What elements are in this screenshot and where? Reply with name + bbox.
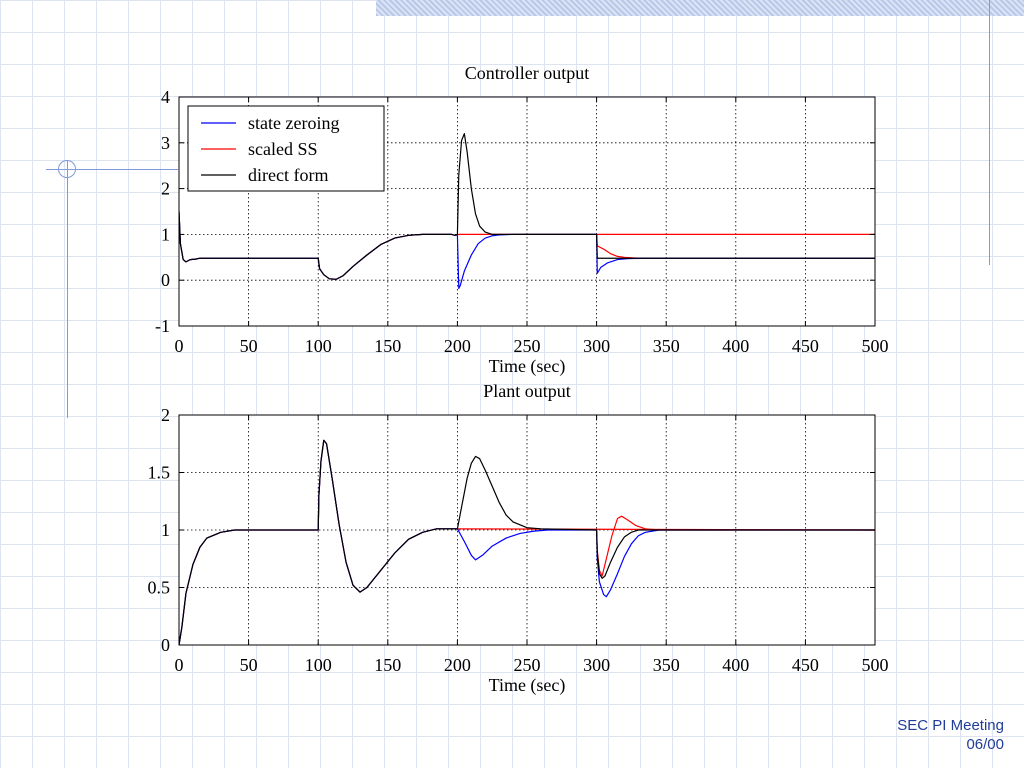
- x-tick-label: 0: [175, 655, 184, 675]
- legend-label: state zeroing: [248, 113, 339, 133]
- x-tick-label: 100: [305, 655, 332, 675]
- legend-label: scaled SS: [248, 139, 318, 159]
- x-tick-label: 500: [862, 336, 889, 356]
- series-group: [179, 133, 875, 290]
- x-tick-label: 350: [653, 655, 680, 675]
- x-tick-label: 450: [792, 655, 819, 675]
- y-tick-label: 1.5: [148, 463, 171, 483]
- x-tick-label: 350: [653, 336, 680, 356]
- top-decorative-band: [376, 0, 1024, 16]
- y-tick-label: 2: [161, 405, 170, 425]
- x-tick-label: 300: [583, 655, 610, 675]
- decor-crosshair-circle: [58, 160, 76, 178]
- x-tick-label: 200: [444, 655, 471, 675]
- x-tick-label: 50: [240, 655, 258, 675]
- x-tick-label: 300: [583, 336, 610, 356]
- x-tick-label: 250: [514, 655, 541, 675]
- x-tick-label: 50: [240, 336, 258, 356]
- x-tick-label: 250: [514, 336, 541, 356]
- y-tick-label: 1: [161, 520, 170, 540]
- x-axis-label: Time (sec): [489, 675, 566, 696]
- y-tick-label: 0: [161, 635, 170, 655]
- x-tick-label: 500: [862, 655, 889, 675]
- x-tick-label: 0: [175, 336, 184, 356]
- x-axis-label: Time (sec): [489, 356, 566, 377]
- x-tick-label: 200: [444, 336, 471, 356]
- series-line-direct-form: [179, 133, 875, 280]
- legend-label: direct form: [248, 165, 328, 185]
- y-tick-label: 2: [161, 179, 170, 199]
- x-tick-label: 400: [722, 336, 749, 356]
- plant-output-chart: 0 50 100 150 200 250 300 350 400 450 500 0 0.5 1 1.5 2 P…: [148, 381, 889, 696]
- footer-meeting-name: SEC PI Meeting: [897, 717, 1004, 734]
- series-line-direct-form: [179, 439, 875, 645]
- y-tick-label: 1: [161, 224, 170, 244]
- y-tick-label: 4: [161, 87, 170, 107]
- y-tick-label: -1: [155, 316, 170, 336]
- left-horizontal-decor-line: [46, 169, 178, 170]
- x-tick-label: 450: [792, 336, 819, 356]
- controller-output-chart: 0 50 100 150 200 250 300 350 400 450 500-101234Con…: [155, 63, 889, 377]
- left-vertical-decor-line: [67, 160, 68, 418]
- chart-title: Plant output: [483, 381, 571, 401]
- legend: state zeroing scaled SS direct form: [187, 105, 385, 192]
- y-tick-label: 0: [161, 270, 170, 290]
- x-tick-label: 150: [374, 336, 401, 356]
- x-tick-label: 100: [305, 336, 332, 356]
- right-vertical-decor-line: [989, 0, 990, 265]
- footer: SEC PI Meeting 06/00: [897, 716, 1004, 754]
- x-tick-label: 150: [374, 655, 401, 675]
- footer-date: 06/00: [966, 736, 1004, 753]
- series-group: [179, 439, 875, 645]
- x-tick-label: 400: [722, 655, 749, 675]
- chart-title: Controller output: [465, 63, 590, 83]
- y-tick-label: 0.5: [148, 578, 171, 598]
- y-tick-label: 3: [161, 133, 170, 153]
